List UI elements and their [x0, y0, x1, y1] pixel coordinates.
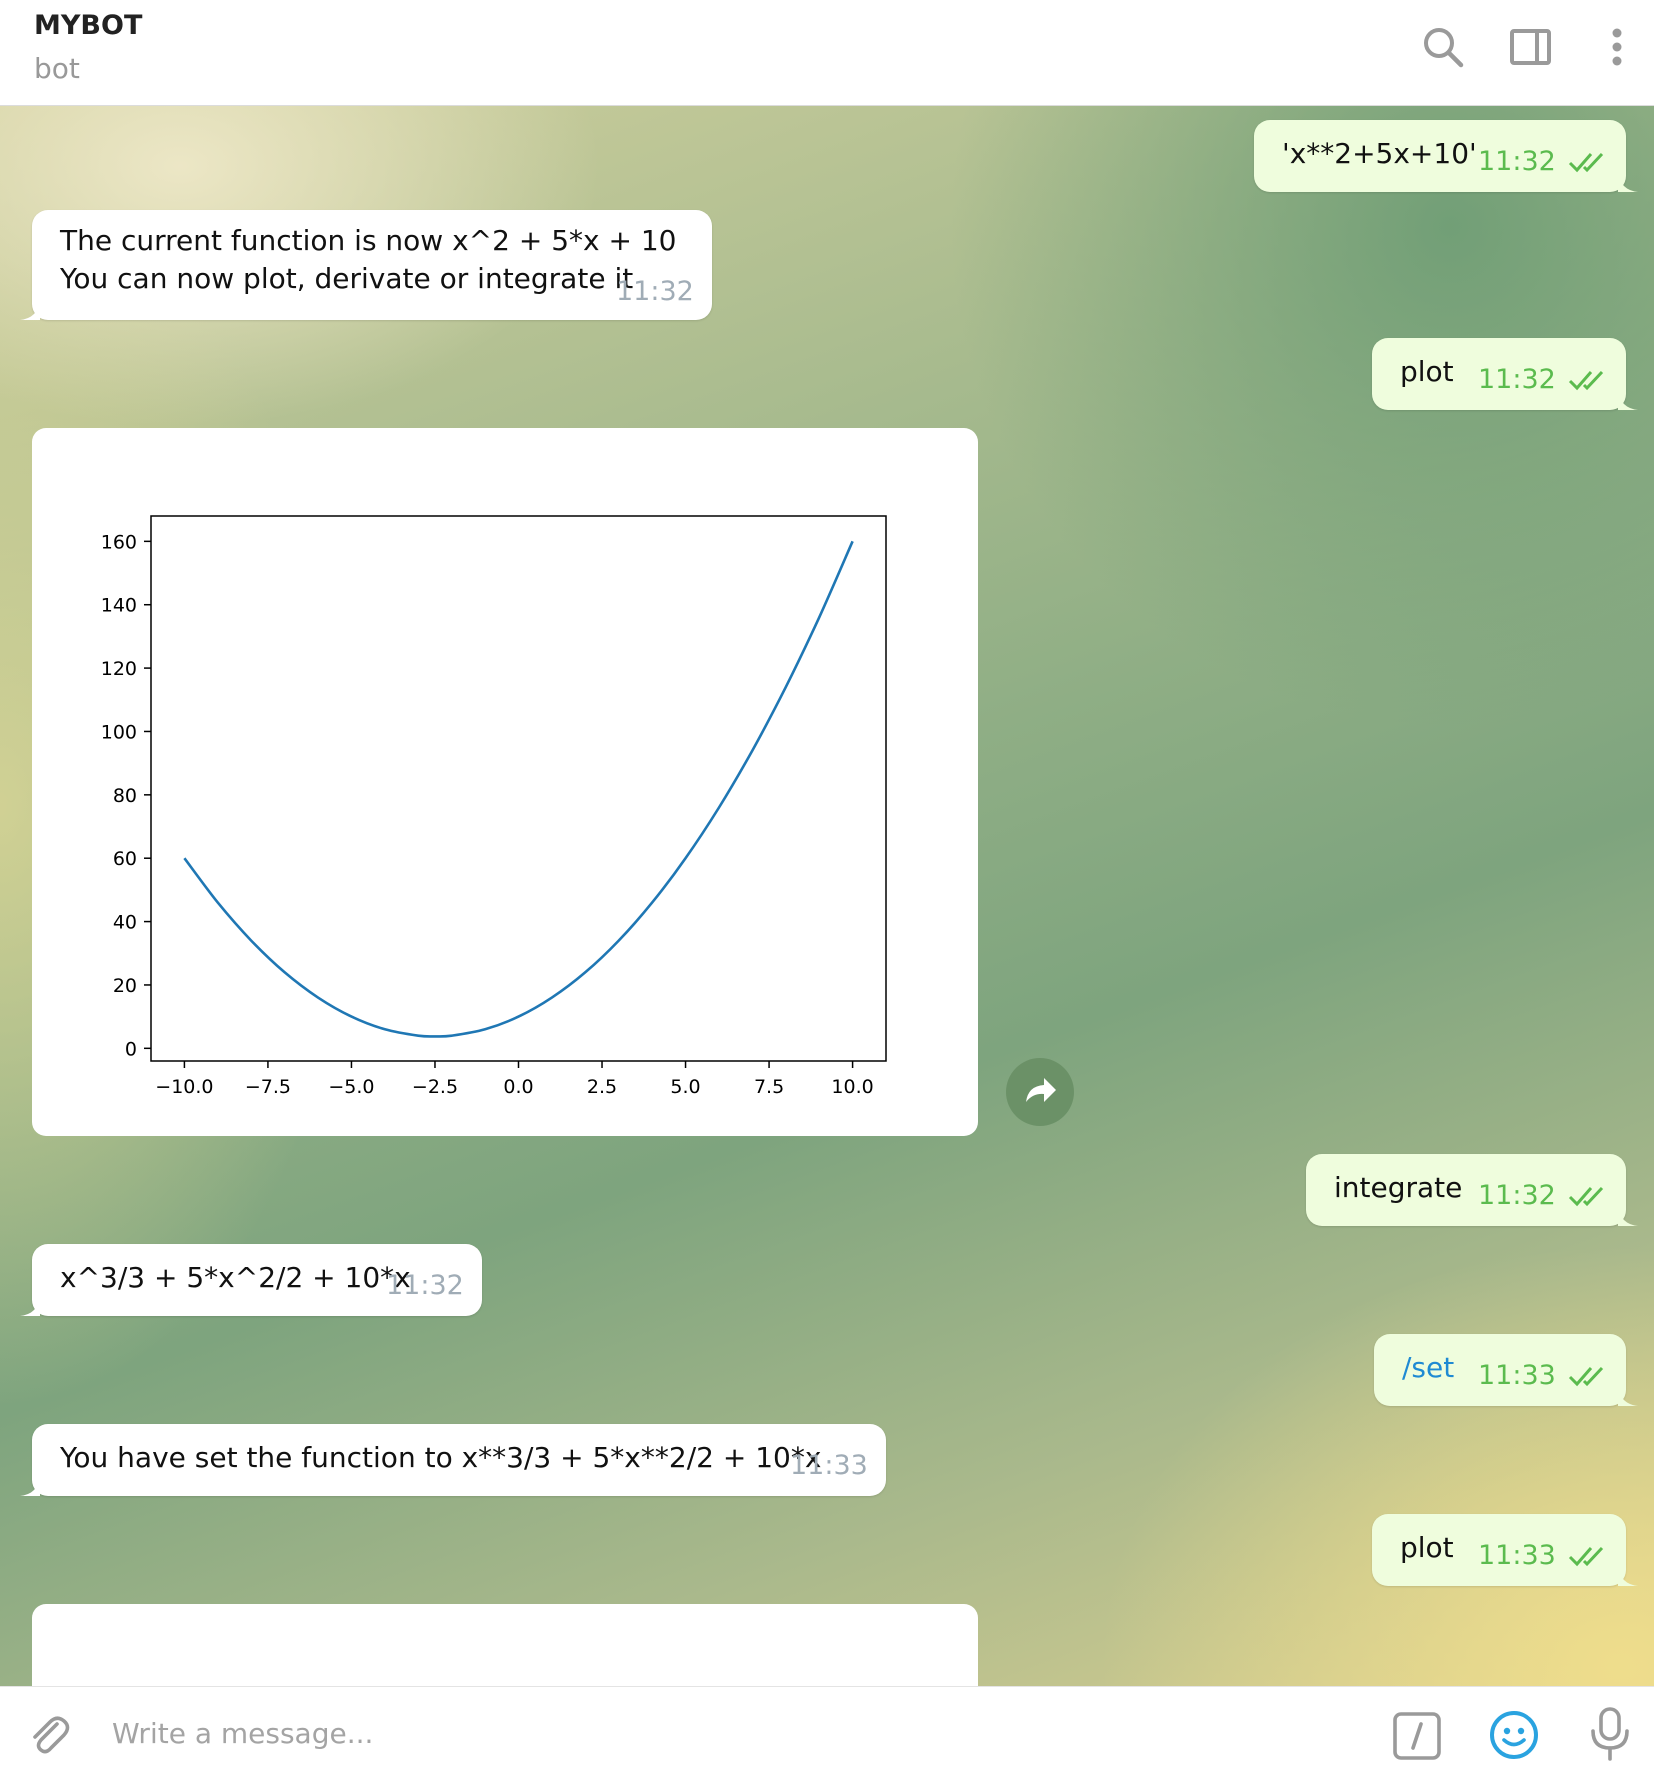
- y-tick-label: 20: [113, 975, 137, 997]
- x-tick-label: 7.5: [754, 1076, 784, 1098]
- message-time: 11:33: [790, 1450, 868, 1481]
- outgoing-message[interactable]: /set 11:33: [1374, 1334, 1638, 1406]
- read-ticks-icon: [1568, 152, 1604, 173]
- incoming-message[interactable]: x^3/3 + 5*x^2/2 + 10*x 11:32: [20, 1244, 482, 1316]
- emoji-icon[interactable]: [1488, 1709, 1540, 1761]
- message-time: 11:32: [1478, 146, 1556, 177]
- chat-status: bot: [34, 52, 80, 85]
- bubble-tail: [1618, 1386, 1638, 1406]
- share-arrow-icon: [1026, 1078, 1056, 1102]
- read-ticks-icon: [1568, 1546, 1604, 1567]
- message-text: You have set the function to x**3/3 + 5*…: [60, 1441, 822, 1474]
- photo-message-partial[interactable]: [32, 1604, 978, 1686]
- message-text: integrate: [1334, 1171, 1463, 1204]
- bubble-tail: [20, 1476, 40, 1496]
- y-tick-label: 40: [113, 912, 137, 934]
- x-tick-label: 5.0: [670, 1076, 700, 1098]
- message-time: 11:32: [616, 276, 694, 307]
- x-tick-label: −10.0: [155, 1076, 213, 1098]
- message-time: 11:32: [1478, 1180, 1556, 1211]
- y-tick-label: 160: [101, 531, 137, 553]
- y-tick-label: 60: [113, 848, 137, 870]
- message-text-line-1: The current function is now x^2 + 5*x + …: [60, 224, 677, 257]
- bot-command-link[interactable]: /set: [1402, 1351, 1455, 1384]
- incoming-message[interactable]: The current function is now x^2 + 5*x + …: [20, 210, 712, 320]
- bot-command-icon[interactable]: [1392, 1711, 1442, 1761]
- x-tick-label: −5.0: [328, 1076, 374, 1098]
- plot-area-frame: [150, 515, 887, 1062]
- y-tick-label: 0: [125, 1038, 137, 1060]
- chat-header: MYBOT bot: [0, 0, 1654, 106]
- bubble-tail: [20, 1296, 40, 1316]
- read-ticks-icon: [1568, 1186, 1604, 1207]
- message-text-line-2: You can now plot, derivate or integrate …: [60, 262, 634, 295]
- bubble-tail: [1618, 1206, 1638, 1226]
- outgoing-message[interactable]: integrate 11:32: [1306, 1154, 1638, 1226]
- y-tick-label: 80: [113, 785, 137, 807]
- x-tick-label: 0.0: [503, 1076, 533, 1098]
- y-tick-label: 100: [101, 721, 137, 743]
- message-text: plot: [1400, 355, 1454, 388]
- attach-paperclip-icon[interactable]: [24, 1709, 76, 1761]
- series-line: [183, 540, 854, 1038]
- x-tick-label: −2.5: [412, 1076, 458, 1098]
- message-text: 'x**2+5x+10': [1282, 137, 1477, 170]
- x-tick-label: 2.5: [587, 1076, 617, 1098]
- function-plot-chart: 0 20 40 60 80 100 120 140 160 −10.0 −7.5 −5.0 −2.5 0…: [101, 515, 887, 1098]
- read-ticks-icon: [1568, 1366, 1604, 1387]
- bubble-tail: [20, 300, 40, 320]
- incoming-message[interactable]: You have set the function to x**3/3 + 5*…: [20, 1424, 886, 1496]
- y-tick-label: 140: [101, 595, 137, 617]
- share-button[interactable]: [1006, 1058, 1074, 1126]
- bubble-tail: [1618, 390, 1638, 410]
- message-text: x^3/3 + 5*x^2/2 + 10*x: [60, 1261, 411, 1294]
- message-composer: Write a message...: [0, 1686, 1654, 1782]
- message-input[interactable]: Write a message...: [112, 1717, 374, 1750]
- bubble-tail: [1618, 172, 1638, 192]
- chat-title[interactable]: MYBOT: [34, 10, 143, 41]
- message-time: 11:33: [1478, 1540, 1556, 1571]
- outgoing-message[interactable]: 'x**2+5x+10' 11:32: [1254, 120, 1638, 192]
- read-ticks-icon: [1568, 370, 1604, 391]
- y-tick-label: 120: [101, 658, 137, 680]
- search-icon[interactable]: [1420, 24, 1466, 70]
- sidebar-toggle-icon[interactable]: [1508, 24, 1554, 70]
- x-tick-label: −7.5: [245, 1076, 291, 1098]
- message-text: plot: [1400, 1531, 1454, 1564]
- x-tick-label: 10.0: [831, 1076, 873, 1098]
- message-time: 11:33: [1478, 1360, 1556, 1391]
- chat-history[interactable]: 'x**2+5x+10' 11:32 The current function …: [0, 106, 1654, 1686]
- microphone-icon[interactable]: [1586, 1705, 1634, 1765]
- message-time: 11:32: [386, 1270, 464, 1301]
- bubble-tail: [1618, 1566, 1638, 1586]
- more-vertical-icon[interactable]: [1594, 24, 1640, 70]
- outgoing-message[interactable]: plot 11:33: [1372, 1514, 1638, 1586]
- message-time: 11:32: [1478, 364, 1556, 395]
- photo-message-plot[interactable]: 0 20 40 60 80 100 120 140 160 −10.0 −7.5 −5.0 −2.5 0…: [32, 428, 978, 1136]
- outgoing-message[interactable]: plot 11:32: [1372, 338, 1638, 410]
